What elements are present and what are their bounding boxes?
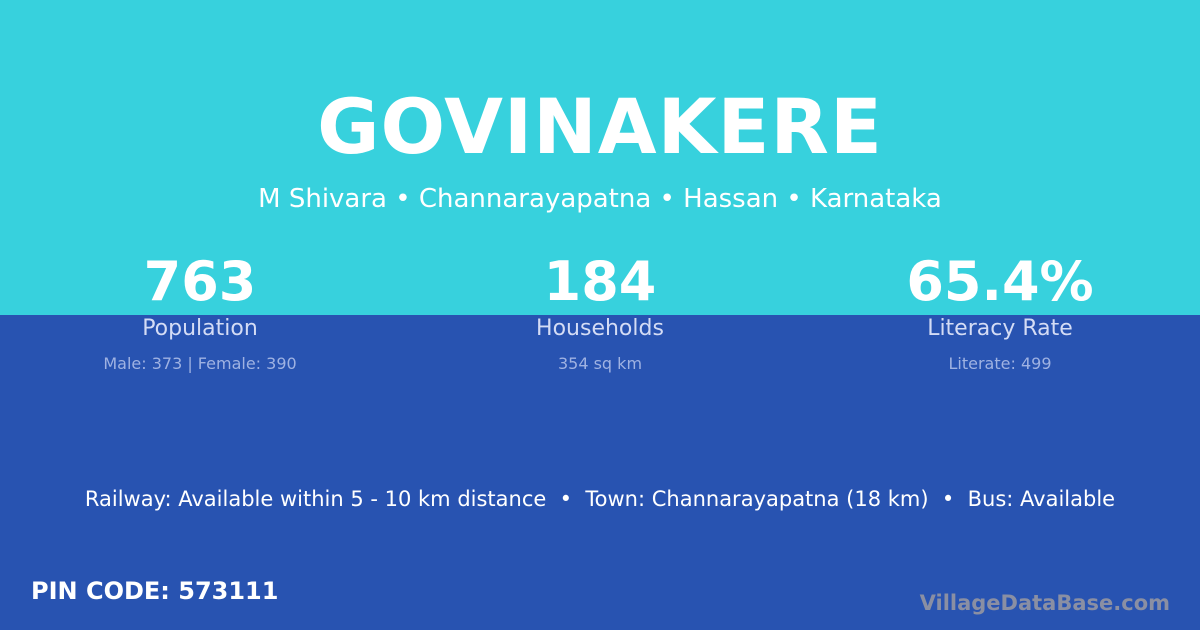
stat-detail: 354 sq km <box>557 354 643 373</box>
header-band <box>0 0 1200 315</box>
stat-label: Population <box>142 316 258 341</box>
stat-label: Households <box>536 316 664 341</box>
lower-band <box>0 315 1200 630</box>
amenities-info: Railway: Available within 5 - 10 km dist… <box>84 487 1116 511</box>
village-title: GOVINAKERE <box>317 82 883 171</box>
stat-value: 184 <box>543 250 657 313</box>
stat-detail: Male: 373 | Female: 390 <box>103 354 297 373</box>
stat-value: 763 <box>143 250 257 313</box>
pin-code: PIN CODE: 573111 <box>31 577 279 605</box>
stat-detail: Literate: 499 <box>948 354 1052 373</box>
stat-value: 65.4% <box>906 250 1094 313</box>
location-breadcrumb: M Shivara • Channarayapatna • Hassan • K… <box>258 184 942 214</box>
brand-watermark: VillageDataBase.com <box>919 591 1170 615</box>
stat-label: Literacy Rate <box>927 316 1073 341</box>
